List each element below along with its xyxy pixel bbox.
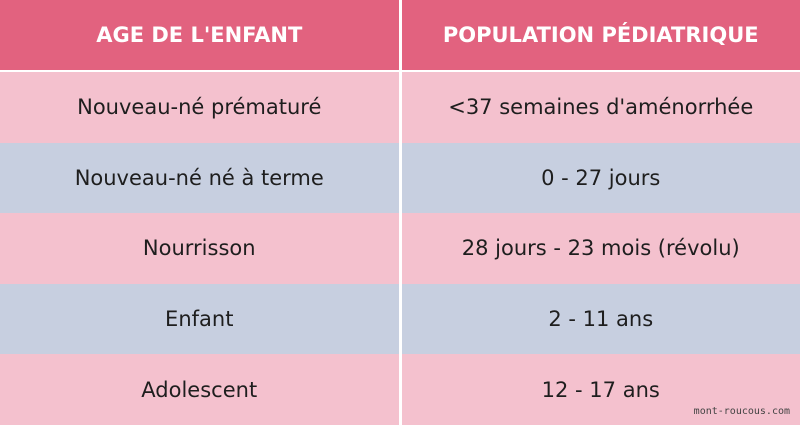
table-cell: 12 - 17 ans (400, 354, 800, 425)
table-row: Adolescent 12 - 17 ans (0, 354, 800, 425)
table-row: Nourrisson 28 jours - 23 mois (révolu) (0, 213, 800, 284)
table-cell: 0 - 27 jours (400, 142, 800, 214)
table-body: Nouveau-né prématuré <37 semaines d'améno… (0, 71, 800, 425)
watermark: mont-roucous.com (693, 406, 790, 417)
table-row: Enfant 2 - 11 ans (0, 283, 800, 355)
table-row: Nouveau-né né à terme 0 - 27 jours (0, 142, 800, 214)
table-cell: Nouveau-né prématuré (0, 71, 402, 143)
table-cell: <37 semaines d'aménorrhée (400, 71, 800, 143)
table-cell: Nourrisson (0, 213, 402, 284)
table-cell: Nouveau-né né à terme (0, 142, 402, 214)
header-cell: POPULATION PÉDIATRIQUE (400, 0, 800, 72)
header-row: AGE DE L'ENFANT POPULATION PÉDIATRIQUE (0, 0, 800, 72)
header-cell: AGE DE L'ENFANT (0, 0, 402, 72)
table-cell: Enfant (0, 283, 402, 355)
table-cell: 28 jours - 23 mois (révolu) (400, 213, 800, 284)
table-row: Nouveau-né prématuré <37 semaines d'améno… (0, 71, 800, 143)
table-cell: 2 - 11 ans (400, 283, 800, 355)
table-cell: Adolescent (0, 354, 402, 425)
